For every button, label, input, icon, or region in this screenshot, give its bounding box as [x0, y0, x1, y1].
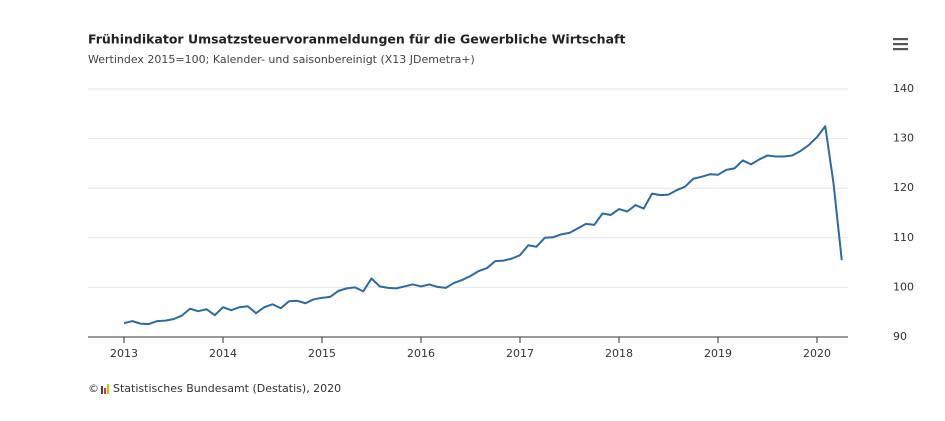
- x-tick-label: 2019: [704, 347, 732, 360]
- copyright: ©: [88, 382, 99, 395]
- source: Statistisches Bundesamt (Destatis), 2020: [113, 382, 341, 395]
- menu-button[interactable]: [893, 38, 908, 51]
- x-tick-label: 2017: [506, 347, 534, 360]
- y-tick-label: 130: [893, 132, 914, 145]
- y-tick-label: 120: [893, 181, 914, 194]
- chart-title: Frühindikator Umsatzsteuervoranmeldungen…: [88, 32, 625, 47]
- x-tick-label: 2014: [209, 347, 237, 360]
- x-tick-label: 2015: [308, 347, 336, 360]
- x-tick-label: 2013: [110, 347, 138, 360]
- y-tick-label: 100: [893, 280, 914, 293]
- x-tick-label: 2016: [407, 347, 435, 360]
- logo: [101, 384, 109, 394]
- chart-subtitle: Wertindex 2015=100; Kalender- und saison…: [88, 53, 475, 66]
- x-tick-label: 2018: [605, 347, 633, 360]
- x-tick-label: 2020: [803, 347, 831, 360]
- y-tick-label: 110: [893, 231, 914, 244]
- y-tick-label: 140: [893, 82, 914, 95]
- line: [123, 125, 843, 326]
- y-tick-label: 90: [893, 330, 907, 343]
